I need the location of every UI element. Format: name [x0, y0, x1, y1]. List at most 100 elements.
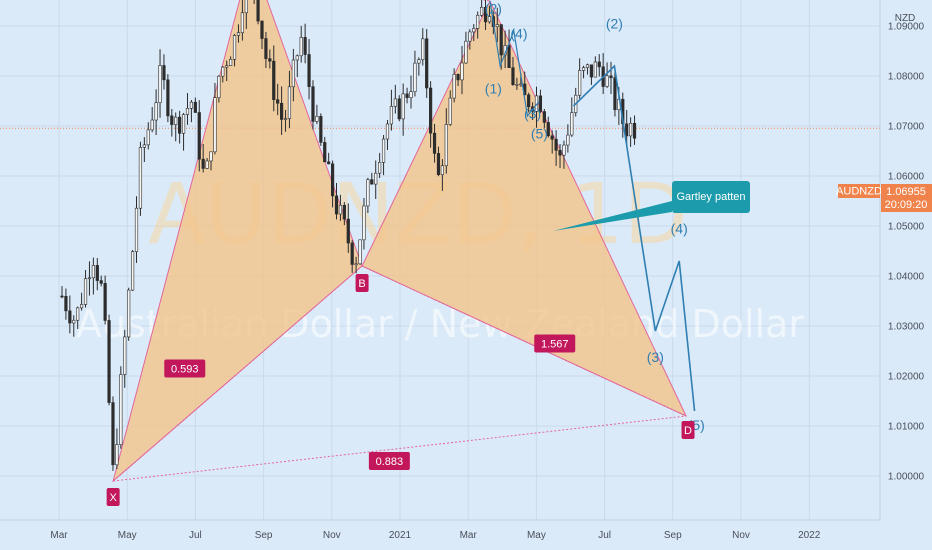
candle-body — [456, 74, 460, 81]
candle-body — [385, 123, 390, 140]
candle-body — [291, 59, 295, 88]
candle-body — [87, 277, 92, 280]
y-tick-label: 1.06000 — [888, 172, 925, 183]
last-price-tag: AUDNZD 1.06955 20:09:20 — [836, 184, 932, 212]
symbol-tag: AUDNZD — [836, 186, 882, 198]
candle-body — [166, 79, 170, 117]
candle-body — [432, 132, 437, 154]
candle-body — [99, 280, 103, 284]
candle-body — [370, 179, 374, 185]
candle-body — [589, 64, 594, 78]
candle-body — [566, 134, 570, 146]
candle-body — [307, 54, 311, 87]
point-label-box — [681, 421, 695, 439]
candle-body — [138, 147, 143, 209]
candle-body — [354, 263, 358, 266]
point-label: B — [358, 278, 365, 290]
candle-body — [205, 160, 209, 169]
candle-body — [162, 65, 166, 81]
candle-body — [421, 38, 425, 60]
callout-text: Gartley patten — [676, 191, 745, 203]
x-tick-label: Jul — [189, 530, 202, 541]
candle-body — [444, 124, 448, 167]
candle-body — [170, 115, 174, 125]
candle-body — [338, 204, 343, 215]
candle-body — [185, 108, 190, 115]
candle-body — [562, 144, 566, 156]
candle-body — [154, 102, 158, 121]
candle-body — [83, 278, 88, 305]
countdown: 20:09:20 — [885, 199, 928, 211]
y-tick-label: 1.07000 — [888, 122, 925, 133]
candle-body — [142, 144, 146, 148]
x-tick-label: May — [118, 530, 137, 541]
candle-body — [362, 205, 366, 241]
wave-label: (2) — [485, 1, 502, 17]
candle-body — [468, 31, 472, 42]
candle-body — [625, 123, 629, 137]
candle-body — [80, 304, 84, 309]
candle-body — [91, 265, 95, 279]
candle-body — [330, 163, 335, 197]
candle-body — [515, 83, 519, 86]
candle-body — [570, 112, 574, 136]
x-tick-labels: Mar May Jul Sep Nov 2021 Mar May Jul Sep Nov 2022 — [50, 530, 820, 541]
candle-body — [311, 86, 315, 122]
candle-body — [527, 94, 531, 108]
candle-body — [295, 55, 299, 61]
candle-body — [323, 142, 327, 163]
candle-body — [236, 32, 241, 36]
y-tick-label: 1.00000 — [888, 472, 925, 483]
candle-body — [209, 151, 213, 162]
x-tick-label: Sep — [664, 530, 682, 541]
candle-body — [476, 14, 480, 29]
candle-body — [260, 20, 264, 39]
candle-body — [178, 116, 182, 134]
elliott-waves: (2)(1)(4)(3)(5)(2)(4)(3)(5) — [485, 1, 705, 434]
price-axis[interactable]: NZD 0.990001.000001.010001.020001.030001… — [836, 0, 932, 533]
candle-body — [130, 251, 135, 291]
candle-body — [221, 66, 225, 77]
callout[interactable]: Gartley patten — [553, 181, 750, 231]
ratio-line-ac — [481, 0, 491, 2]
candle-body — [542, 111, 546, 123]
candle-body — [283, 118, 288, 120]
candle-body — [64, 295, 68, 312]
candle-body — [629, 122, 633, 137]
candle-body — [393, 98, 397, 107]
candle-body — [264, 38, 268, 59]
candle-body — [319, 115, 323, 143]
y-tick-label: 1.03000 — [888, 322, 925, 333]
candle-body — [507, 45, 511, 68]
y-tick-label: 1.01000 — [888, 422, 925, 433]
y-tick-label: 1.09000 — [888, 22, 925, 33]
candle-body — [174, 116, 178, 125]
candle-body — [483, 7, 488, 23]
wave-label: (4) — [510, 26, 527, 42]
time-axis[interactable]: Mar May Jul Sep Nov 2021 Mar May Jul Sep Nov 2022 — [0, 519, 932, 550]
x-tick-label: Sep — [255, 530, 273, 541]
y-tick-label: 1.05000 — [888, 222, 925, 233]
x-tick-label: Mar — [50, 530, 68, 541]
candle-body — [613, 77, 617, 111]
candle-body — [232, 35, 237, 60]
bcd-triangle — [361, 0, 688, 418]
candle-body — [519, 83, 523, 86]
last-price: 1.06955 — [886, 186, 926, 198]
candle-body — [581, 67, 586, 71]
candle-body — [495, 24, 499, 27]
point-label-box — [106, 488, 120, 506]
candle-body — [460, 62, 464, 81]
candle-body — [554, 138, 558, 151]
candle-body — [150, 119, 154, 131]
candle-body — [111, 402, 115, 466]
currency-label: NZD — [895, 13, 916, 24]
candle-body — [358, 239, 362, 265]
wave-label: (2) — [606, 16, 623, 32]
candle-body — [244, 0, 248, 14]
y-tick-label: 1.04000 — [888, 272, 925, 283]
candle-body — [350, 242, 354, 265]
candle-body — [397, 98, 401, 120]
candle-body — [287, 86, 292, 119]
